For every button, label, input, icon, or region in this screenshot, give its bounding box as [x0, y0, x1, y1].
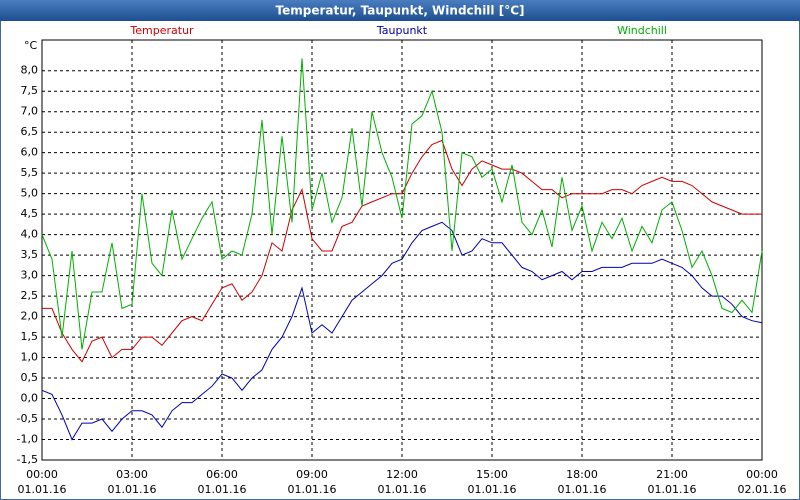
- y-tick-label: 7,5: [21, 84, 39, 97]
- y-tick-label: 2,0: [21, 310, 39, 323]
- x-tick-label: 03:00: [116, 468, 148, 481]
- x-tick-label: 06:00: [206, 468, 238, 481]
- y-tick-label: 7,0: [21, 105, 39, 118]
- title-bar: [0, 0, 800, 21]
- y-tick-label: -1,0: [17, 433, 38, 446]
- x-tick-label: 21:00: [656, 468, 688, 481]
- x-tick-date: 01.01.16: [648, 483, 697, 496]
- y-tick-label: 8,0: [21, 64, 39, 77]
- series-line: [41, 58, 763, 350]
- y-tick-label: 1,0: [21, 351, 39, 364]
- legend-entry: Taupunkt: [376, 24, 428, 37]
- y-tick-label: 0,0: [21, 392, 39, 405]
- y-tick-label: 5,5: [21, 166, 39, 179]
- y-tick-label: -0,5: [17, 412, 38, 425]
- x-tick-date: 01.01.16: [108, 483, 157, 496]
- y-tick-label: 0,5: [21, 371, 39, 384]
- y-tick-label: 3,5: [21, 248, 39, 261]
- y-axis-label: °C: [24, 39, 38, 52]
- y-tick-label: 4,0: [21, 228, 39, 241]
- x-tick-date: 01.01.16: [288, 483, 337, 496]
- x-tick-date: 01.01.16: [468, 483, 517, 496]
- x-tick-label: 00:00: [746, 468, 778, 481]
- x-tick-date: 02.01.16: [738, 483, 787, 496]
- y-tick-label: 2,5: [21, 289, 39, 302]
- series-line: [41, 221, 763, 441]
- x-tick-date: 01.01.16: [378, 483, 427, 496]
- series-line: [42, 139, 762, 363]
- x-tick-date: 01.01.16: [558, 483, 607, 496]
- x-tick-label: 15:00: [476, 468, 508, 481]
- y-tick-label: 5,0: [21, 187, 39, 200]
- x-tick-label: 12:00: [386, 468, 418, 481]
- x-tick-date: 01.01.16: [18, 483, 67, 496]
- chart-title: Temperatur, Taupunkt, Windchill [°C]: [276, 4, 525, 18]
- x-tick-date: 01.01.16: [198, 483, 247, 496]
- y-tick-label: 1,5: [21, 330, 39, 343]
- x-tick-label: 18:00: [566, 468, 598, 481]
- y-tick-label: 4,5: [21, 207, 39, 220]
- x-tick-label: 00:00: [26, 468, 58, 481]
- legend-entry: Temperatur: [129, 24, 194, 37]
- legend-entry: Windchill: [617, 24, 667, 37]
- y-tick-label: 3,0: [21, 269, 39, 282]
- x-tick-label: 09:00: [296, 468, 328, 481]
- y-tick-label: 6,0: [21, 146, 39, 159]
- y-tick-label: 6,5: [21, 125, 39, 138]
- y-tick-label: -1,5: [17, 453, 38, 466]
